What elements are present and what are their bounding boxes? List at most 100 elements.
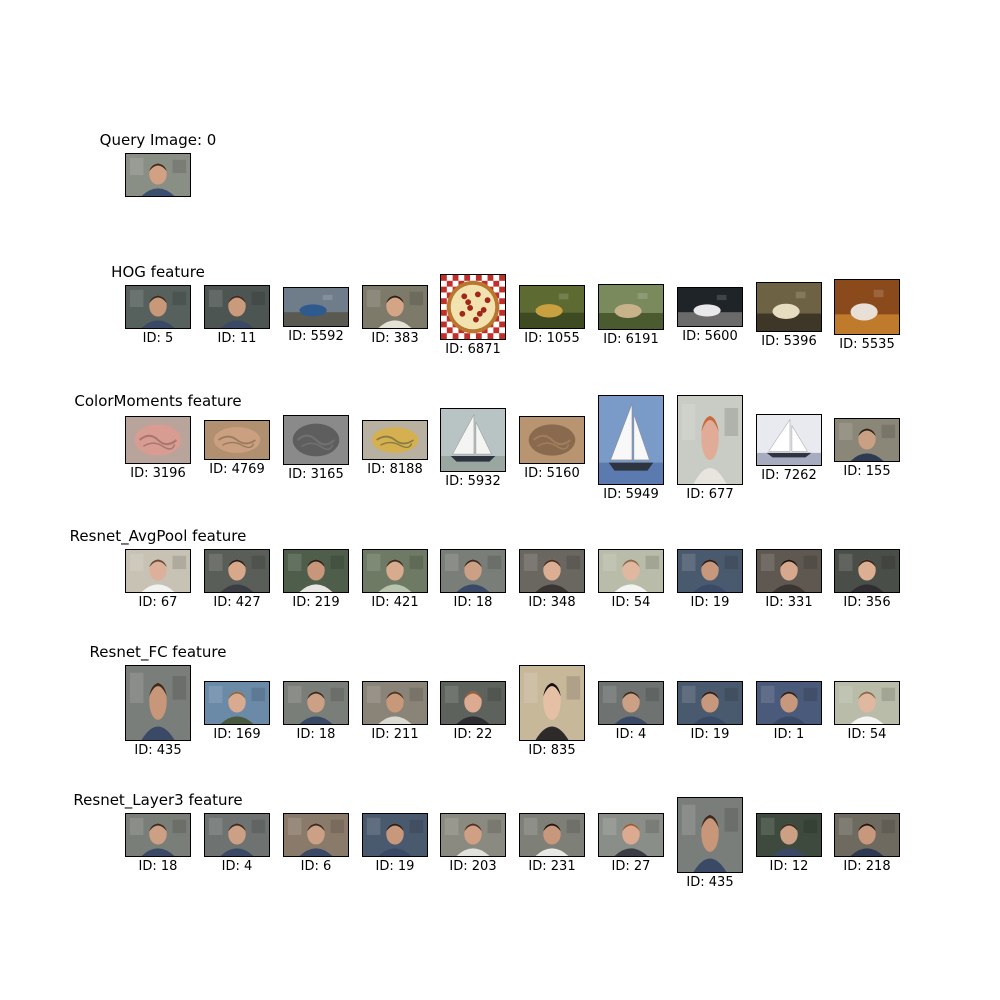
result-caption: ID: 18: [453, 595, 493, 610]
result-caption: ID: 835: [528, 743, 576, 758]
result-image: [519, 665, 585, 741]
result-caption: ID: 1: [773, 727, 805, 742]
result-caption: ID: 27: [611, 859, 651, 874]
result-image: [440, 549, 506, 593]
feature-title: Resnet_Layer3 feature: [73, 791, 243, 809]
result-caption: ID: 435: [686, 875, 734, 890]
result-caption: ID: 5932: [445, 474, 501, 489]
result-image: [204, 681, 270, 725]
result-image: [519, 416, 585, 464]
result-caption: ID: 5592: [288, 329, 344, 344]
result-caption: ID: 5949: [603, 487, 659, 502]
result-caption: ID: 6191: [603, 332, 659, 347]
result-caption: ID: 5535: [839, 337, 895, 352]
result-caption: ID: 331: [765, 595, 813, 610]
result-caption: ID: 219: [292, 595, 340, 610]
result-image: [756, 549, 822, 593]
result-image: [598, 395, 664, 485]
result-image: [756, 414, 822, 466]
result-image: [677, 287, 743, 327]
result-caption: ID: 356: [843, 595, 891, 610]
result-caption: ID: 1055: [524, 331, 580, 346]
result-caption: ID: 203: [449, 859, 497, 874]
result-caption: ID: 169: [213, 727, 261, 742]
feature-title: Resnet_FC feature: [89, 643, 227, 661]
result-caption: ID: 677: [686, 487, 734, 502]
result-caption: ID: 12: [769, 859, 809, 874]
result-image: [440, 408, 506, 472]
result-image: [440, 681, 506, 725]
result-image: [834, 418, 900, 462]
query-title: Query Image: 0: [99, 131, 217, 149]
result-caption: ID: 421: [371, 595, 419, 610]
result-image: [125, 549, 191, 593]
result-image: [756, 282, 822, 332]
result-image: [598, 284, 664, 330]
result-image: [677, 681, 743, 725]
result-caption: ID: 348: [528, 595, 576, 610]
result-image: [598, 681, 664, 725]
feature-title: Resnet_AvgPool feature: [69, 527, 247, 545]
result-caption: ID: 4: [221, 859, 253, 874]
result-caption: ID: 3196: [130, 466, 186, 481]
result-caption: ID: 19: [375, 859, 415, 874]
result-caption: ID: 54: [847, 727, 887, 742]
result-image: [125, 665, 191, 741]
result-image: [362, 813, 428, 857]
result-caption: ID: 427: [213, 595, 261, 610]
result-caption: ID: 19: [690, 595, 730, 610]
result-image: [362, 549, 428, 593]
result-caption: ID: 155: [843, 464, 891, 479]
result-image: [440, 813, 506, 857]
result-caption: ID: 11: [217, 331, 257, 346]
result-image: [204, 420, 270, 460]
feature-title: ColorMoments feature: [74, 392, 242, 410]
result-image: [440, 274, 506, 340]
result-caption: ID: 383: [371, 331, 419, 346]
result-image: [362, 681, 428, 725]
result-image: [834, 549, 900, 593]
result-image: [519, 813, 585, 857]
result-image: [362, 420, 428, 460]
result-caption: ID: 218: [843, 859, 891, 874]
result-image: [283, 549, 349, 593]
result-caption: ID: 5600: [682, 329, 738, 344]
result-image: [283, 287, 349, 327]
result-image: [125, 416, 191, 464]
result-image: [204, 285, 270, 329]
result-caption: ID: 19: [690, 727, 730, 742]
result-image: [362, 285, 428, 329]
result-caption: ID: 7262: [761, 468, 817, 483]
result-caption: ID: 54: [611, 595, 651, 610]
result-image: [677, 549, 743, 593]
result-caption: ID: 5: [142, 331, 174, 346]
result-image: [204, 813, 270, 857]
result-image: [125, 813, 191, 857]
result-image: [834, 279, 900, 335]
result-caption: ID: 8188: [367, 462, 423, 477]
result-image: [283, 415, 349, 465]
result-caption: ID: 435: [134, 743, 182, 758]
result-caption: ID: 3165: [288, 467, 344, 482]
query-image: [125, 153, 191, 197]
result-caption: ID: 4769: [209, 462, 265, 477]
result-caption: ID: 22: [453, 727, 493, 742]
result-image: [283, 681, 349, 725]
result-image: [677, 395, 743, 485]
result-caption: ID: 231: [528, 859, 576, 874]
result-image: [519, 549, 585, 593]
result-image: [756, 681, 822, 725]
result-caption: ID: 18: [138, 859, 178, 874]
result-image: [125, 285, 191, 329]
result-image: [519, 285, 585, 329]
result-image: [283, 813, 349, 857]
result-caption: ID: 67: [138, 595, 178, 610]
result-caption: ID: 5160: [524, 466, 580, 481]
result-image: [834, 813, 900, 857]
result-caption: ID: 211: [371, 727, 419, 742]
result-image: [756, 813, 822, 857]
result-caption: ID: 5396: [761, 334, 817, 349]
result-caption: ID: 6871: [445, 342, 501, 357]
result-image: [204, 549, 270, 593]
feature-title: HOG feature: [111, 263, 205, 281]
